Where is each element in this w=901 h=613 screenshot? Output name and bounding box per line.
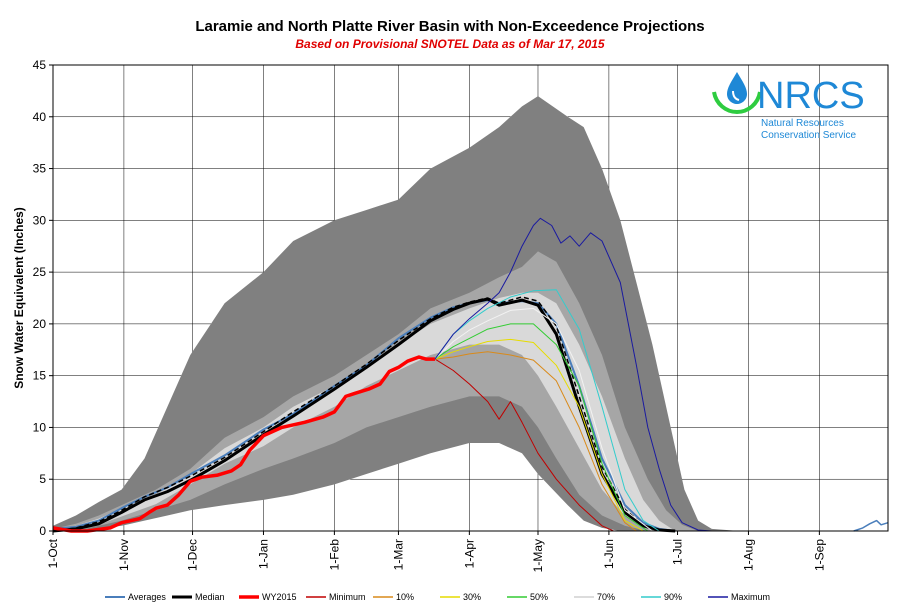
legend-item-median: Median [172, 592, 225, 602]
legend-label: Averages [128, 592, 166, 602]
legend-item-70: 70% [574, 592, 615, 602]
legend-item-30: 30% [440, 592, 481, 602]
y-tick-label: 30 [33, 213, 47, 227]
y-tick-label: 45 [33, 58, 47, 72]
legend-item-wy2015: WY2015 [239, 592, 297, 602]
series-line-median-dashed [52, 296, 676, 532]
series-line-10 [434, 351, 637, 532]
y-tick-label: 10 [33, 420, 47, 434]
x-tick-label: 1-Oct [46, 538, 60, 568]
x-tick-label: 1-Jun [602, 539, 616, 569]
y-tick-label: 0 [39, 524, 46, 538]
x-axis-ticks: 1-Oct 1-Nov 1-Dec 1-Jan 1-Feb 1-Mar 1-Apr 1-May… [46, 531, 826, 572]
nrcs-logo: NRCS Natural Resources Conservation Serv… [712, 72, 865, 141]
legend-label: 30% [463, 592, 481, 602]
series-line-maximum [434, 217, 712, 532]
x-tick-label: 1-Nov [117, 539, 131, 571]
legend-label: WY2015 [262, 592, 297, 602]
legend-label: Maximum [731, 592, 770, 602]
legend-label: 10% [396, 592, 414, 602]
legend-item-maximum: Maximum [708, 592, 770, 602]
x-tick-label: 1-Jul [671, 539, 685, 565]
legend-label: Median [195, 592, 225, 602]
x-tick-label: 1-Mar [391, 539, 405, 570]
y-tick-label: 15 [33, 369, 47, 383]
nrcs-logo-line2: Conservation Service [761, 130, 856, 141]
nrcs-logo-line1: Natural Resources [761, 118, 844, 129]
series-line-50 [434, 323, 649, 532]
series-line-minimum [434, 358, 614, 532]
y-axis-ticks: 0 5 10 15 20 25 30 35 40 45 [33, 58, 53, 538]
series-line-wy2015 [52, 355, 435, 533]
legend-label: 70% [597, 592, 615, 602]
y-tick-label: 35 [33, 162, 47, 176]
legend: Averages Median WY2015 Minimum 10% 30% 50% 70% 9… [105, 592, 770, 602]
chart-subtitle: Based on Provisional SNOTEL Data as of M… [295, 37, 605, 51]
y-tick-label: 20 [33, 317, 47, 331]
y-tick-label: 25 [33, 265, 47, 279]
chart-title: Laramie and North Platte River Basin wit… [195, 18, 704, 35]
x-tick-label: 1-Aug [741, 539, 755, 571]
legend-item-90: 90% [641, 592, 682, 602]
series-line-30 [434, 338, 644, 532]
legend-item-averages: Averages [105, 592, 166, 602]
x-tick-label: 1-Feb [327, 539, 341, 571]
series-line-averages-late-season [853, 519, 889, 532]
x-tick-label: 1-Dec [186, 539, 200, 571]
legend-item-minimum: Minimum [306, 592, 366, 602]
x-tick-label: 1-Jan [256, 539, 270, 569]
series-line-70 [434, 307, 653, 532]
legend-label: 90% [664, 592, 682, 602]
plot-area [52, 64, 889, 533]
legend-item-50: 50% [507, 592, 548, 602]
x-tick-label: 1-Sep [812, 539, 826, 571]
x-tick-label: 1-Apr [462, 539, 476, 568]
legend-label: 50% [530, 592, 548, 602]
legend-item-10: 10% [373, 592, 414, 602]
water-drop-icon [712, 72, 762, 115]
series-line-90 [434, 289, 660, 532]
y-tick-label: 40 [33, 110, 47, 124]
legend-label: Minimum [329, 592, 366, 602]
nrcs-logo-text: NRCS [757, 75, 865, 117]
y-axis-label: Snow Water Equivalent (Inches) [12, 207, 26, 389]
x-tick-label: 1-May [531, 539, 545, 572]
y-tick-label: 5 [39, 472, 46, 486]
series-lines [52, 217, 889, 533]
